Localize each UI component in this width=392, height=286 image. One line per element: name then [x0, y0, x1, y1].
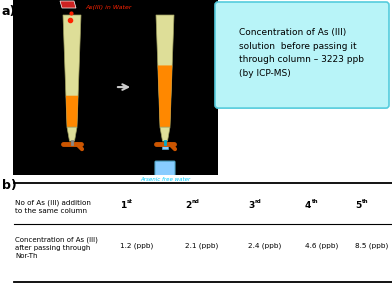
Text: rd: rd: [255, 199, 262, 204]
Polygon shape: [156, 15, 174, 127]
Polygon shape: [158, 65, 172, 127]
Text: nd: nd: [192, 199, 200, 204]
Text: 2: 2: [185, 201, 191, 210]
Text: 2.1 (ppb): 2.1 (ppb): [185, 242, 218, 249]
Polygon shape: [63, 15, 81, 127]
Bar: [162, 144, 168, 149]
Text: 4: 4: [305, 201, 311, 210]
Text: b): b): [2, 179, 17, 192]
Text: st: st: [127, 199, 133, 204]
Text: 3: 3: [248, 201, 254, 210]
Polygon shape: [160, 127, 170, 141]
FancyBboxPatch shape: [155, 161, 175, 177]
Text: No of As (III) addition
to the same column: No of As (III) addition to the same colu…: [15, 199, 91, 214]
Polygon shape: [67, 127, 77, 141]
Text: th: th: [362, 199, 368, 204]
Text: a): a): [2, 5, 16, 18]
Polygon shape: [66, 96, 78, 127]
Text: As(III) in Water: As(III) in Water: [85, 5, 131, 10]
Text: 2.4 (ppb): 2.4 (ppb): [248, 242, 281, 249]
Text: 1: 1: [120, 201, 126, 210]
Text: 4.6 (ppb): 4.6 (ppb): [305, 242, 338, 249]
Polygon shape: [60, 1, 76, 8]
Text: 5: 5: [355, 201, 361, 210]
Text: Concentration of As (III)
solution  before passing it
through column – 3223 ppb
: Concentration of As (III) solution befor…: [240, 28, 365, 78]
FancyBboxPatch shape: [215, 2, 389, 108]
Text: Concentration of As (III)
after passing through
Nor-Th: Concentration of As (III) after passing …: [15, 236, 98, 259]
Text: Arsenic free water: Arsenic free water: [140, 177, 190, 182]
Text: th: th: [312, 199, 318, 204]
Text: 8.5 (ppb): 8.5 (ppb): [355, 242, 388, 249]
Bar: [13, 0, 218, 175]
Text: 1.2 (ppb): 1.2 (ppb): [120, 242, 153, 249]
